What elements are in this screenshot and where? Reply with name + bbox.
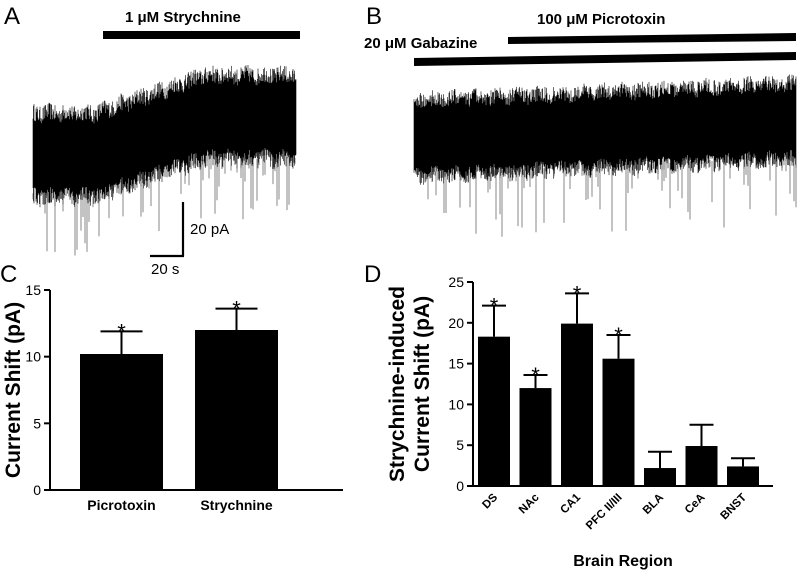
trace-band [32, 65, 297, 208]
scale-bar-y-label: 20 pA [190, 221, 229, 238]
significance-star: * [490, 294, 499, 319]
significance-star: * [117, 319, 126, 344]
strychnine-label: 1 μM Strychnine [125, 9, 241, 26]
x-tick-label: NAc [517, 491, 542, 516]
gabazine-label: 20 μM Gabazine [364, 35, 477, 52]
x-tick-label: DS [480, 491, 500, 511]
bar [727, 466, 759, 486]
trace-a [32, 65, 297, 256]
significance-star: * [573, 281, 582, 306]
significance-star: * [232, 297, 241, 322]
x-tick-label: BNST [718, 492, 749, 523]
y-tick-label: 15 [448, 356, 464, 372]
x-axis-label: Brain Region [573, 553, 673, 570]
trace-events [419, 156, 797, 237]
gabazine-bar [414, 52, 796, 66]
scale-bar: 20 pA 20 s [150, 202, 229, 278]
chart-c: 0 5 10 15 * Picrotoxin * Strychnine Current Shif… [2, 282, 343, 513]
bar [80, 354, 163, 490]
bar [685, 446, 718, 486]
y-tick-label: 0 [456, 478, 464, 494]
panel-letter-b: B [366, 3, 382, 30]
x-tick-label: Strychnine [200, 497, 273, 513]
y-axis-label: Current Shift (pA) [411, 296, 434, 472]
trace-b [413, 74, 797, 237]
bar [195, 330, 278, 490]
bar [478, 336, 510, 486]
significance-star: * [531, 363, 540, 388]
y-tick-label: 0 [33, 482, 41, 498]
y-tick-label: 5 [456, 437, 464, 453]
strychnine-bar [103, 31, 300, 39]
trace-band [413, 74, 797, 185]
trace-events [32, 155, 296, 256]
y-tick-label: 10 [25, 349, 41, 365]
y-tick-label: 5 [33, 415, 41, 431]
x-tick-label: CA1 [558, 491, 583, 516]
y-axis-label: Strychnine-induced [386, 286, 409, 482]
y-tick-label: 20 [448, 315, 464, 331]
panel-letter-d: D [364, 261, 381, 288]
bar [519, 388, 552, 486]
x-tick-label: CeA [683, 492, 708, 517]
bar [561, 323, 593, 486]
picrotoxin-bar [508, 33, 796, 44]
bar [602, 358, 635, 486]
x-tick-label: BLA [641, 492, 666, 517]
y-tick-label: 15 [25, 282, 41, 298]
bar [644, 468, 676, 486]
x-tick-label: Picrotoxin [87, 497, 155, 513]
significance-star: * [614, 323, 623, 348]
picrotoxin-label: 100 μM Picrotoxin [537, 11, 665, 28]
panel-letter-c: C [0, 261, 17, 288]
y-axis-label: Current Shift (pA) [2, 302, 25, 478]
x-tick-label: PFC II/III [584, 492, 625, 533]
chart-d: 0 5 10 15 20 25 * DS * NAc * CA1 * PFC II/III BLA CeA BN… [386, 274, 773, 570]
panel-letter-a: A [4, 3, 20, 30]
y-tick-label: 10 [448, 396, 464, 412]
scale-bar-x-label: 20 s [151, 261, 179, 278]
y-tick-label: 25 [448, 274, 464, 290]
